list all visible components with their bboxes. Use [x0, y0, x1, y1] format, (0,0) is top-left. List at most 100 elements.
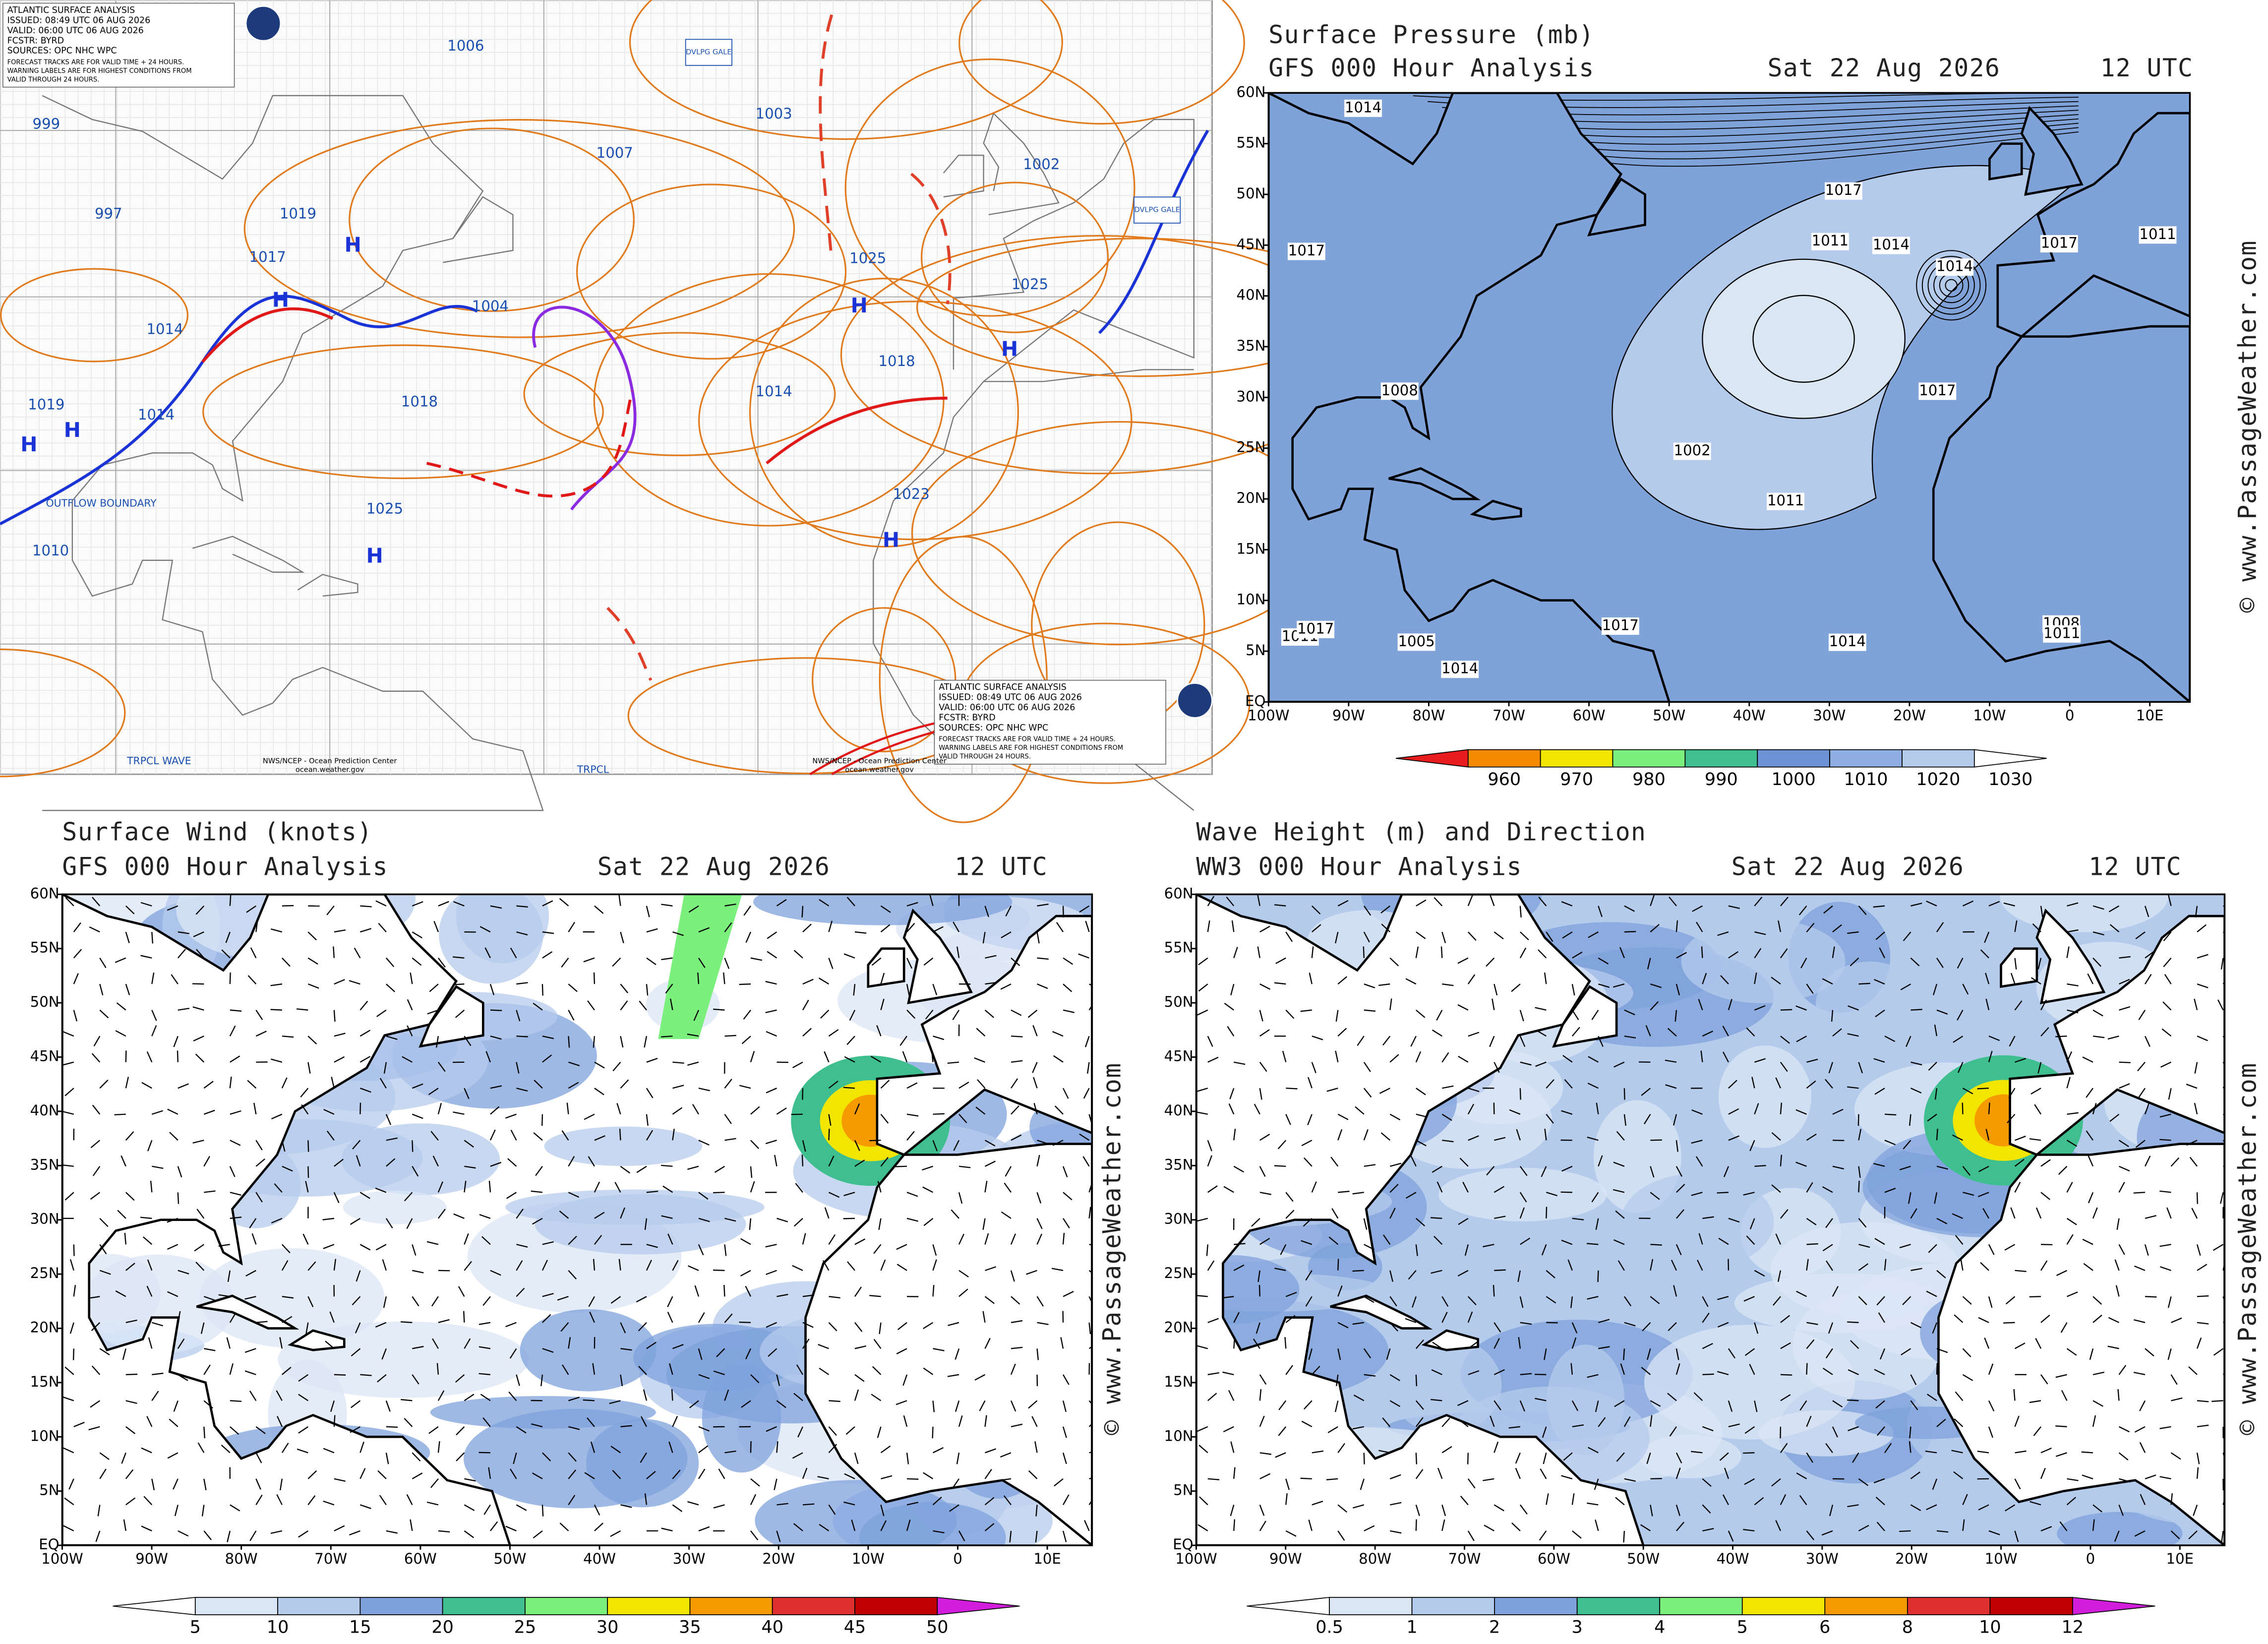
wave-arrow [2014, 920, 2018, 932]
wind-barb [984, 1338, 991, 1349]
wave-arrow [1561, 1165, 1573, 1172]
wave-arrow [1962, 1166, 1970, 1176]
wave-arrow [2066, 1218, 2077, 1225]
wind-barb [490, 1270, 501, 1276]
wind-barb [880, 1157, 889, 1167]
wind-barb [669, 1363, 673, 1375]
wind-barb [375, 1187, 387, 1193]
wind-barb [687, 1034, 699, 1037]
wave-arrow [1873, 905, 1885, 908]
wind-barb [1035, 1530, 1038, 1543]
pressure-label: 1005 [1398, 633, 1435, 650]
wave-arrow [1305, 1296, 1313, 1307]
wind-barb [854, 1453, 859, 1464]
wind-barb [178, 1270, 189, 1275]
coastline [192, 536, 305, 573]
lon-label: 40W [1717, 1550, 1749, 1567]
wind-barb [644, 1218, 648, 1230]
wind-barb [641, 1416, 647, 1427]
wind-barb [906, 1520, 911, 1531]
wind-barb [505, 1525, 517, 1531]
wind-barb [1062, 1530, 1067, 1542]
wind-barb [609, 1400, 621, 1404]
wave-arrow [1415, 1400, 1424, 1410]
wave-arrow [1381, 923, 1391, 933]
wind-barb [1062, 1453, 1067, 1464]
wave-arrow [1467, 1530, 1475, 1541]
wave-arrow [1517, 1270, 1521, 1282]
wind-barb [230, 1110, 241, 1115]
wave-arrow [1572, 1530, 1582, 1539]
wind-barb [177, 949, 186, 959]
wave-arrow [2067, 1478, 2079, 1481]
wind-barb [844, 1056, 855, 1063]
wave-arrow [1337, 900, 1349, 907]
wind-barb [464, 1088, 470, 1099]
wave-arrow [1258, 1284, 1260, 1297]
wave-arrow [1337, 976, 1348, 985]
pressure-label-box [1344, 99, 1382, 117]
wave-arrow [2005, 1296, 2016, 1305]
wave-arrow [1570, 1296, 1573, 1308]
wind-barb [302, 1233, 309, 1245]
wave-arrow [1728, 1423, 1740, 1427]
wind-barb [849, 1010, 856, 1021]
wave-arrow [1876, 1426, 1885, 1436]
wind-barb [589, 1312, 595, 1323]
colorbar-segment [772, 1597, 855, 1615]
wave-arrow [1780, 1443, 1788, 1454]
wind-barb [984, 1469, 992, 1479]
wave-arrow [1285, 1530, 1297, 1537]
wave-arrow [1405, 1318, 1417, 1323]
wind-barb [984, 1009, 995, 1018]
wind-barb [115, 957, 126, 963]
wind-barb [854, 1322, 863, 1332]
lon-label: 10E [2166, 1550, 2194, 1567]
wave-arrow [1749, 1218, 1755, 1229]
wind-barb [766, 1270, 777, 1275]
warning-box [1134, 196, 1181, 224]
lat-label: 25N [1237, 439, 1266, 456]
lon-label: 10W [852, 1550, 885, 1567]
wind-barb [958, 1192, 963, 1204]
high-pressure-center: H [366, 544, 383, 568]
wave-arrow [1280, 1244, 1287, 1255]
isobar [0, 268, 188, 363]
wind-barb [542, 1348, 554, 1353]
header-line: VALID: 06:00 UTC 06 AUG 2026 [939, 703, 1075, 713]
wind-barb [714, 1165, 725, 1173]
wind-barb [464, 1478, 476, 1482]
wave-arrow [1233, 1312, 1240, 1323]
wind-barb [819, 1523, 830, 1531]
wave-arrow [1875, 1400, 1885, 1409]
wind-barb [958, 1233, 964, 1245]
wind-barb [871, 1394, 882, 1401]
wind-barb [230, 1504, 240, 1512]
wave-arrow [1977, 1088, 1989, 1090]
wind-barb [724, 1450, 736, 1454]
wave-arrow [1823, 905, 1833, 914]
isobar [523, 332, 836, 456]
wind-barb [177, 1311, 181, 1323]
wind-barb [974, 1374, 986, 1381]
wave-arrow [1910, 1208, 1917, 1219]
wave-arrow [1493, 1062, 1500, 1073]
lon-label: 10W [1985, 1550, 2018, 1567]
wind-barb [776, 1107, 787, 1115]
wind-barb [698, 1348, 703, 1360]
wave-arrow [1277, 1140, 1287, 1150]
pressure-label: 997 [95, 205, 122, 222]
wind-barb [1026, 1270, 1037, 1275]
wind-barb [953, 1140, 960, 1151]
wind-barb [724, 1035, 736, 1037]
panel-model: GFS 000 Hour Analysis [62, 852, 388, 881]
isobar [698, 301, 1133, 541]
colorbar-label: 3 [1572, 1617, 1583, 1637]
wind-barb [383, 1296, 387, 1308]
wind-barb [516, 1426, 527, 1434]
wave-arrow [2066, 946, 2070, 958]
wave-arrow [1389, 1474, 1401, 1479]
wave-arrow [1224, 1003, 1234, 1011]
wind-barb [510, 947, 517, 959]
